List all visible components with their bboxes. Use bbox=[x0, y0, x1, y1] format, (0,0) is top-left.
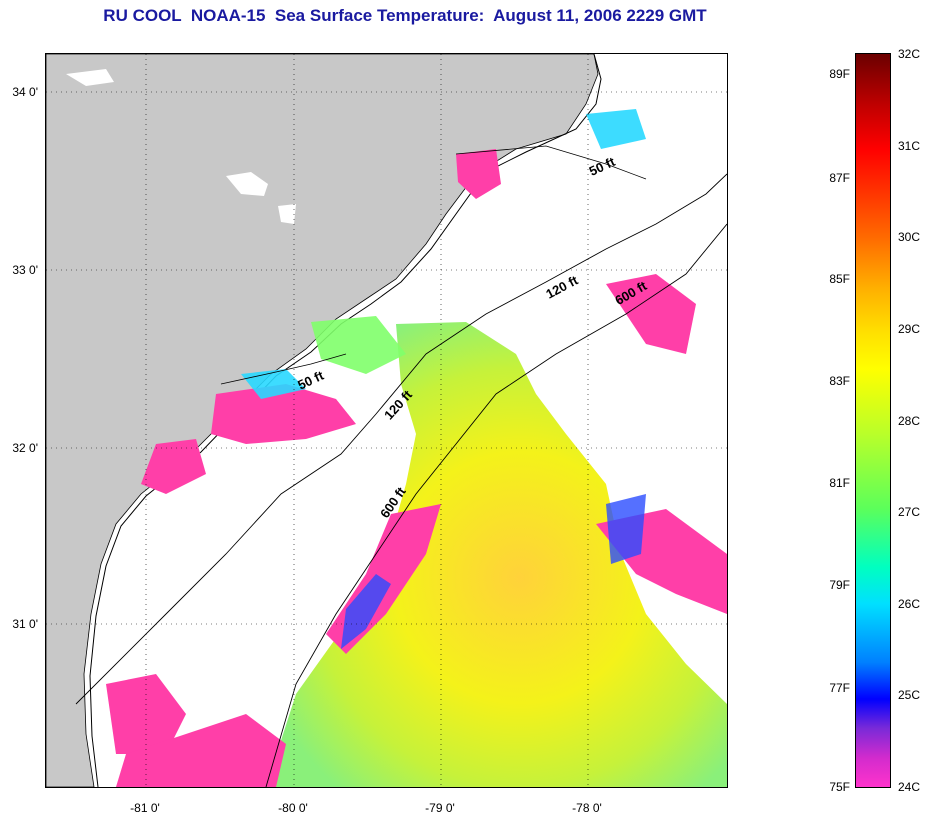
lat-label-34: 34 0' bbox=[12, 85, 38, 99]
colorbar-f-87: 87F bbox=[829, 171, 850, 185]
colorbar-f-83: 83F bbox=[829, 374, 850, 388]
colorbar-c-27: 27C bbox=[898, 505, 921, 519]
contour-label-50ft-north: 50 ft bbox=[587, 154, 618, 179]
lon-label-79: -79 0' bbox=[425, 801, 455, 815]
coastline bbox=[89, 54, 602, 787]
cold-filament bbox=[311, 316, 406, 374]
colorbar-c-28: 28C bbox=[898, 414, 921, 428]
colorbar-c-26: 26C bbox=[898, 597, 921, 611]
lat-label-31: 31 0' bbox=[12, 617, 38, 631]
contour-120ft bbox=[75, 173, 727, 705]
contour-label-120ft-north: 120 ft bbox=[543, 272, 581, 302]
contour-label-50ft-south: 50 ft bbox=[295, 367, 326, 392]
colorbar-f-85: 85F bbox=[829, 272, 850, 286]
inland-patch bbox=[278, 204, 296, 224]
graticule bbox=[46, 54, 727, 787]
contour-50ft bbox=[220, 353, 347, 385]
lat-label-32: 32 0' bbox=[12, 441, 38, 455]
inland-patch bbox=[66, 69, 114, 86]
colorbar-c-24: 24C bbox=[898, 780, 921, 794]
lat-label-33: 33 0' bbox=[12, 263, 38, 277]
colorbar-c-25: 25C bbox=[898, 688, 921, 702]
colorbar-f-77: 77F bbox=[829, 681, 850, 695]
colorbar-f-89: 89F bbox=[829, 67, 850, 81]
lon-label-78: -78 0' bbox=[572, 801, 602, 815]
cool-water-edge bbox=[606, 274, 696, 354]
sst-map[interactable]: 50 ft 50 ft 120 ft 120 ft 600 ft 600 ft bbox=[45, 53, 728, 788]
contour-50ft bbox=[455, 145, 647, 180]
colorbar-c-30: 30C bbox=[898, 230, 921, 244]
contour-600ft bbox=[265, 223, 727, 787]
sst-map-canvas: 50 ft 50 ft 120 ft 120 ft 600 ft 600 ft bbox=[46, 54, 727, 787]
cold-filament bbox=[606, 494, 646, 564]
cool-water-edge bbox=[116, 714, 286, 787]
colorbar-c-32: 32C bbox=[898, 47, 921, 61]
colorbar-f-81: 81F bbox=[829, 476, 850, 490]
gulf-stream-warm-water bbox=[266, 322, 727, 787]
colorbar-f-79: 79F bbox=[829, 578, 850, 592]
colorbar-c-29: 29C bbox=[898, 322, 921, 336]
colorbar-f-75: 75F bbox=[829, 780, 850, 794]
temperature-colorbar bbox=[855, 53, 891, 788]
cool-water-edge bbox=[141, 439, 206, 494]
cool-water-edge bbox=[211, 384, 356, 444]
cool-water-edge bbox=[456, 149, 501, 199]
cold-filament bbox=[586, 109, 646, 149]
cold-filament bbox=[341, 574, 391, 649]
map-title: RU COOL NOAA-15 Sea Surface Temperature:… bbox=[103, 6, 707, 25]
inland-patch bbox=[226, 172, 268, 196]
colorbar-c-31: 31C bbox=[898, 139, 921, 153]
lon-label-81: -81 0' bbox=[130, 801, 160, 815]
lon-label-80: -80 0' bbox=[278, 801, 308, 815]
